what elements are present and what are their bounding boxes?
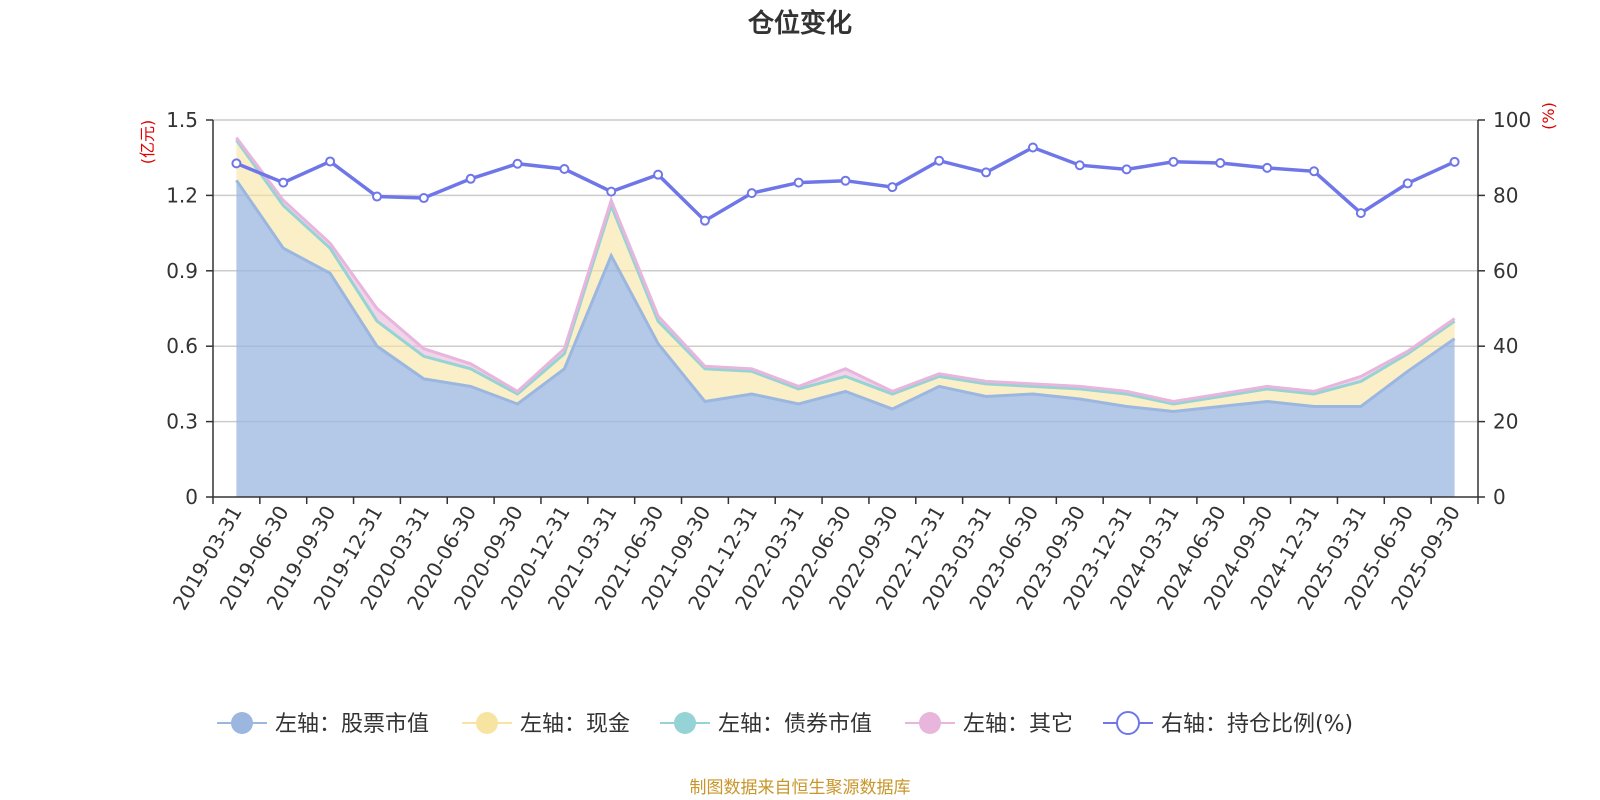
right-tick-label: 80 xyxy=(1493,183,1518,207)
ratio-point xyxy=(746,188,757,199)
data-source-note: 制图数据来自恒生聚源数据库 xyxy=(690,778,911,798)
holding-ratio-line xyxy=(231,142,1460,226)
left-axis-unit: (亿元) xyxy=(138,120,157,165)
ratio-point xyxy=(793,177,804,188)
ratio-point xyxy=(606,186,617,197)
left-tick-label: 0.9 xyxy=(166,259,198,283)
legend-marker xyxy=(1116,711,1140,735)
ratio-point xyxy=(840,175,851,186)
left-tick-label: 1.5 xyxy=(166,108,198,132)
ratio-point xyxy=(981,167,992,178)
legend-marker xyxy=(476,712,498,734)
stacked-areas xyxy=(235,136,1456,498)
legend-item[interactable]: 左轴：股票市值 xyxy=(217,712,429,737)
right-tick-label: 0 xyxy=(1493,485,1506,509)
ratio-point xyxy=(653,169,664,180)
ratio-point xyxy=(1262,162,1273,173)
legend-marker xyxy=(919,712,941,734)
right-tick-label: 20 xyxy=(1493,410,1518,434)
legend-marker xyxy=(231,712,253,734)
left-tick-label: 0.6 xyxy=(166,334,198,358)
ratio-point xyxy=(512,158,523,169)
left-tick-label: 0.3 xyxy=(166,410,198,434)
ratio-point xyxy=(559,164,570,175)
legend-label: 左轴：其它 xyxy=(963,712,1073,737)
right-axis-unit: (%) xyxy=(1539,102,1558,130)
legend-label: 左轴：现金 xyxy=(520,712,630,737)
area-line-左轴：股票市值 xyxy=(235,179,1456,414)
left-tick-label: 1.2 xyxy=(166,183,198,207)
ratio-point xyxy=(934,155,945,166)
ratio-point xyxy=(1168,156,1179,167)
ratio-point xyxy=(1027,142,1038,153)
legend[interactable]: 左轴：股票市值 左轴：现金 左轴：债券市值 左轴：其它 右轴：持仓比例(%) xyxy=(217,711,1353,737)
legend-marker xyxy=(674,712,696,734)
ratio-point xyxy=(699,215,710,226)
ratio-point xyxy=(325,156,336,167)
ratio-point xyxy=(1074,160,1085,171)
ratio-point xyxy=(418,193,429,204)
ratio-point xyxy=(371,191,382,202)
legend-label: 右轴：持仓比例(%) xyxy=(1161,712,1353,737)
ratio-point xyxy=(1449,156,1460,167)
area-左轴：股票市值 xyxy=(236,180,1455,498)
ratio-point xyxy=(1402,178,1413,189)
right-tick-label: 100 xyxy=(1493,108,1531,132)
ratio-point xyxy=(1355,208,1366,219)
legend-item[interactable]: 左轴：其它 xyxy=(905,712,1073,737)
legend-item[interactable]: 左轴：债券市值 xyxy=(660,712,872,737)
area-line-左轴：其它 xyxy=(235,136,1456,404)
ratio-point xyxy=(465,173,476,184)
legend-item[interactable]: 右轴：持仓比例(%) xyxy=(1103,711,1353,737)
right-tick-label: 40 xyxy=(1493,334,1518,358)
chart-title: 仓位变化 xyxy=(747,8,852,39)
legend-label: 左轴：股票市值 xyxy=(275,712,429,737)
ratio-point xyxy=(1309,166,1320,177)
legend-item[interactable]: 左轴：现金 xyxy=(462,712,630,737)
ratio-point xyxy=(1121,164,1132,175)
right-tick-label: 60 xyxy=(1493,259,1518,283)
ratio-point xyxy=(278,177,289,188)
left-tick-label: 0 xyxy=(185,485,198,509)
ratio-point xyxy=(887,182,898,193)
legend-label: 左轴：债券市值 xyxy=(718,712,872,737)
ratio-point xyxy=(1215,157,1226,168)
area-line-左轴：债券市值 xyxy=(235,139,1456,406)
ratio-point xyxy=(231,158,242,169)
